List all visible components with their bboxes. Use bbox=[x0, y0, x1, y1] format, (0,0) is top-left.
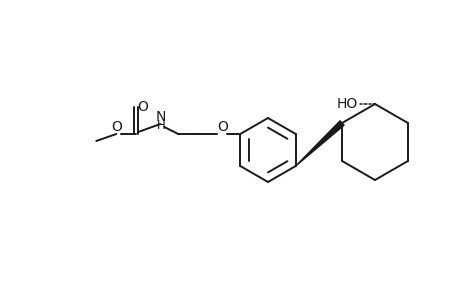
Text: N: N bbox=[156, 110, 166, 124]
Text: O: O bbox=[111, 120, 122, 134]
Text: O: O bbox=[216, 120, 227, 134]
Text: H: H bbox=[157, 118, 165, 131]
Polygon shape bbox=[295, 121, 343, 166]
Text: O: O bbox=[136, 100, 147, 114]
Text: HO: HO bbox=[336, 97, 357, 111]
